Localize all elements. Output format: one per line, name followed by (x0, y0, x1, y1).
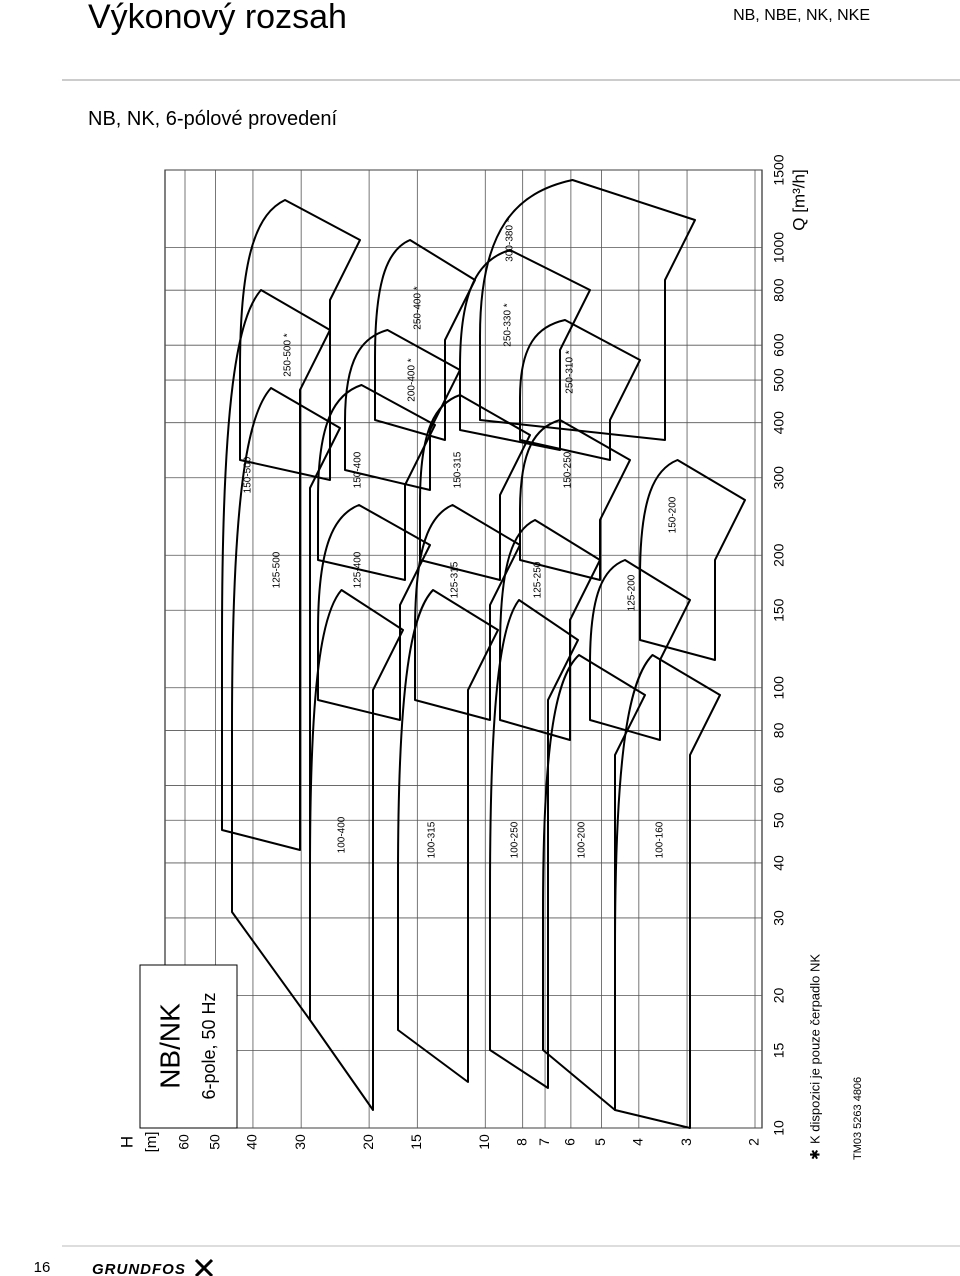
pump-label: 150-500 (243, 456, 254, 493)
q-tick-label: 150 (771, 598, 787, 622)
pump-range (542, 654, 646, 1111)
q-tick-label: 1000 (771, 232, 787, 263)
h-tick-label: 5 (592, 1138, 608, 1146)
page-number: 16 (34, 1259, 51, 1276)
q-tick-label: 800 (771, 278, 787, 302)
q-tick-label: 80 (771, 722, 787, 738)
h-axis-unit: [m] (143, 1132, 160, 1153)
h-tick-label: 6 (562, 1138, 578, 1146)
pump-label: 125-250 (533, 561, 544, 598)
q-tick-label: 100 (771, 676, 787, 700)
q-tick-label: 600 (771, 333, 787, 357)
h-tick-label: 60 (176, 1134, 192, 1150)
h-tick-label: 15 (408, 1134, 424, 1150)
pump-range (231, 387, 341, 1021)
page-title: Výkonový rozsah (88, 0, 347, 36)
q-tick-label: 300 (771, 466, 787, 490)
pump-label: 100-315 (427, 821, 438, 858)
pump-label: 250-310 * (565, 350, 576, 393)
pump-label: 100-400 (337, 816, 348, 853)
q-tick-label: 20 (771, 987, 787, 1003)
footnote-marker: ✱ (807, 1149, 822, 1160)
legend-subtitle: 6-pole, 50 Hz (199, 992, 219, 1099)
pump-label: 150-250 (563, 451, 574, 488)
q-tick-label: 10 (771, 1120, 787, 1136)
q-tick-label: 400 (771, 411, 787, 435)
pump-range (309, 589, 404, 1111)
pump-range (397, 589, 499, 1083)
h-tick-label: 8 (513, 1138, 529, 1146)
pump-label: 150-400 (353, 451, 364, 488)
pump-label: 100-160 (655, 821, 666, 858)
pump-label: 250-400 * (413, 286, 424, 329)
q-tick-label: 1500 (771, 154, 787, 185)
h-tick-label: 2 (746, 1138, 762, 1146)
pump-range (519, 419, 631, 581)
pump-label: 100-200 (577, 821, 588, 858)
pump-label: 125-500 (272, 551, 283, 588)
h-tick-label: 4 (630, 1138, 646, 1146)
pump-range (589, 559, 691, 741)
q-tick-label: 500 (771, 368, 787, 392)
pump-range (374, 239, 476, 441)
q-tick-label: 30 (771, 910, 787, 926)
pump-range (479, 179, 696, 441)
h-tick-label: 3 (678, 1138, 694, 1146)
legend-title: NB/NK (154, 1003, 185, 1089)
pump-label: 250-500 * (283, 333, 294, 376)
pump-range (499, 519, 601, 741)
legend-box (139, 964, 238, 1129)
chart: NB/NK 6-pole, 50 Hz 100-400 100-315 100-250 1… (139, 169, 763, 1129)
pump-range (239, 199, 361, 481)
pump-range (459, 249, 591, 451)
section-title: NB, NK, 6-pólové provedení (88, 108, 337, 130)
pump-range (317, 504, 431, 721)
pump-label: 300-380 * (505, 218, 516, 261)
pump-range (614, 654, 721, 1129)
pump-range (639, 459, 746, 661)
pump-label: 150-200 (668, 496, 679, 533)
q-axis-label: Q [m³/h] (789, 169, 808, 230)
h-tick-label: 10 (476, 1134, 492, 1150)
pump-label: 125-200 (627, 574, 638, 611)
pump-label: 125-315 (450, 561, 461, 598)
logo: GRUNDFOS (92, 1261, 186, 1276)
q-tick-label: 60 (771, 777, 787, 793)
q-tick-label: 40 (771, 855, 787, 871)
drawing-id: TM03 5263 4806 (852, 1077, 864, 1160)
h-tick-label: 50 (206, 1134, 222, 1150)
pump-label: 125-400 (353, 551, 364, 588)
logo-mark (194, 1258, 214, 1276)
pump-label: 150-315 (453, 451, 464, 488)
h-tick-label: 30 (292, 1134, 308, 1150)
pump-range (419, 394, 531, 581)
pump-label: 250-330 * (503, 303, 514, 346)
h-tick-label: 20 (360, 1134, 376, 1150)
pump-range (519, 319, 641, 461)
pump-range (221, 289, 331, 851)
pump-label: 200-400 * (407, 358, 418, 401)
q-tick-label: 15 (771, 1042, 787, 1058)
pump-range (414, 504, 521, 721)
product-series: NB, NBE, NK, NKE (733, 7, 870, 24)
h-axis-label: H (117, 1136, 136, 1148)
pump-label: 100-250 (510, 821, 521, 858)
q-tick-label: 200 (771, 543, 787, 567)
h-tick-label: 40 (244, 1134, 260, 1150)
pump-range (489, 599, 579, 1089)
h-tick-label: 7 (536, 1138, 552, 1146)
footnote: K dispozici je pouze čerpadlo NK (807, 954, 822, 1144)
q-tick-label: 50 (771, 812, 787, 828)
